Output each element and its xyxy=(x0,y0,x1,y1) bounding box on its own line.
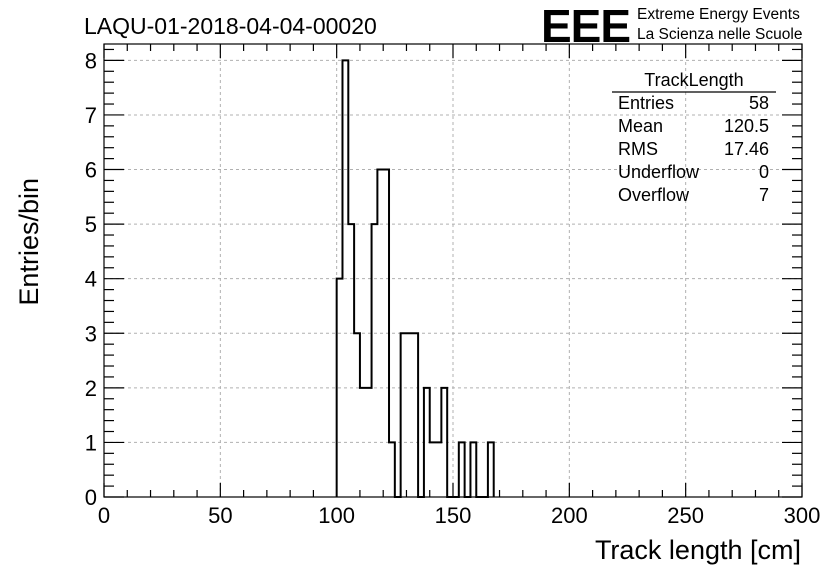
y-tick-labels: 0 1 2 3 4 5 6 7 8 xyxy=(85,48,97,510)
histogram-bin xyxy=(389,442,395,497)
x-tick-label: 50 xyxy=(208,503,232,528)
stats-value: 0 xyxy=(759,162,769,182)
histogram-bin xyxy=(342,60,348,497)
stats-label: Underflow xyxy=(618,162,700,182)
x-axis-title: Track length [cm] xyxy=(595,535,801,565)
y-tick-label: 6 xyxy=(85,158,97,183)
histogram-bin xyxy=(470,442,476,497)
histogram-bin xyxy=(406,333,412,497)
histogram-bin xyxy=(360,388,366,497)
stats-value: 7 xyxy=(759,185,769,205)
x-tick-label: 250 xyxy=(667,503,704,528)
stats-label: Entries xyxy=(618,93,674,113)
axis-ticks xyxy=(103,44,803,498)
histogram-bin xyxy=(441,388,447,497)
histogram-bin xyxy=(488,442,494,497)
y-tick-label: 2 xyxy=(85,376,97,401)
stats-box: TrackLength Entries 58 Mean 120.5 RMS 17.46 Un… xyxy=(612,70,776,205)
y-axis-title: Entries/bin xyxy=(14,178,44,306)
eee-logo-line1: Extreme Energy Events xyxy=(637,6,800,23)
x-tick-label: 200 xyxy=(551,503,588,528)
chart-title: LAQU-01-2018-04-04-00020 xyxy=(84,13,377,39)
stats-value: 17.46 xyxy=(724,139,769,159)
histogram-bin xyxy=(436,442,442,497)
y-tick-label: 1 xyxy=(85,430,97,455)
stats-label: Mean xyxy=(618,116,663,136)
x-tick-label: 100 xyxy=(318,503,355,528)
histogram-bin xyxy=(430,442,436,497)
histogram-bin xyxy=(401,333,407,497)
histogram-bin xyxy=(424,388,430,497)
histogram-bin xyxy=(383,170,389,497)
histogram-bin xyxy=(412,333,418,497)
histogram-bin xyxy=(354,333,360,497)
grid xyxy=(104,44,802,497)
y-tick-label: 8 xyxy=(85,48,97,73)
y-tick-label: 3 xyxy=(85,321,97,346)
histogram-bin xyxy=(459,442,465,497)
eee-logo: EEE Extreme Energy Events La Scienza nel… xyxy=(541,0,802,52)
histogram-bin xyxy=(377,170,383,497)
stats-label: RMS xyxy=(618,139,658,159)
stats-value: 120.5 xyxy=(724,116,769,136)
histogram-bin xyxy=(337,279,343,497)
x-tick-labels: 0 50 100 150 200 250 300 xyxy=(98,503,820,528)
histogram-bin xyxy=(366,388,372,497)
stats-box-title: TrackLength xyxy=(644,70,743,90)
eee-logo-line2: La Scienza nelle Scuole xyxy=(637,26,802,43)
x-tick-label: 0 xyxy=(98,503,110,528)
x-tick-label: 150 xyxy=(435,503,472,528)
stats-label: Overflow xyxy=(618,185,690,205)
y-tick-label: 5 xyxy=(85,212,97,237)
histogram-bin xyxy=(348,224,354,497)
stats-rows: Entries 58 Mean 120.5 RMS 17.46 Underflow 0 Over… xyxy=(618,93,769,205)
eee-logo-mark: EEE xyxy=(541,0,630,52)
stats-value: 58 xyxy=(749,93,769,113)
x-tick-label: 300 xyxy=(784,503,821,528)
y-tick-label: 7 xyxy=(85,103,97,128)
y-tick-label: 0 xyxy=(85,485,97,510)
y-tick-label: 4 xyxy=(85,267,97,292)
histogram-bin xyxy=(372,224,378,497)
